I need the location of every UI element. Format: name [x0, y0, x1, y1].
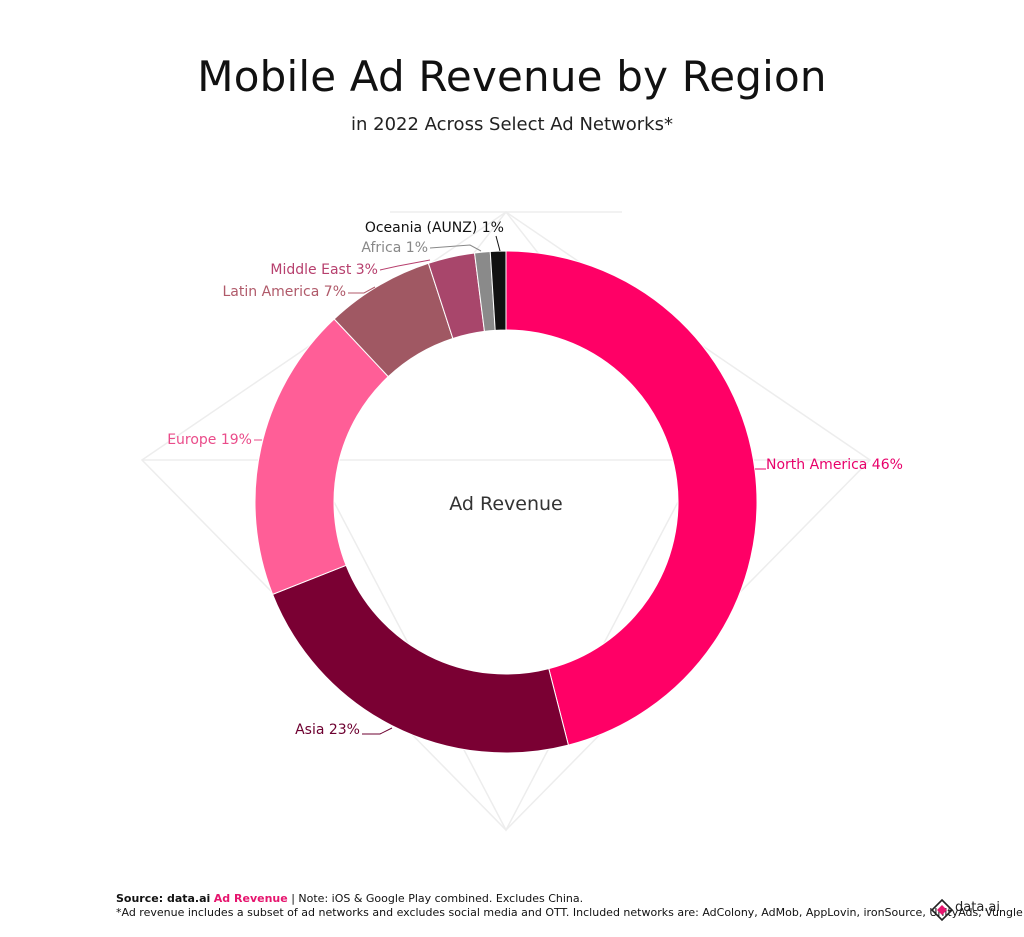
footnote: *Ad revenue includes a subset of ad netw…	[116, 906, 1023, 919]
chart-subtitle: in 2022 Across Select Ad Networks*	[351, 114, 673, 135]
slice-asia	[271, 564, 570, 754]
slice-label-europe: Europe 19%	[167, 432, 252, 448]
chart-title: Mobile Ad Revenue by Region	[197, 52, 827, 101]
source-line: Source: data.ai Ad Revenue | Note: iOS &…	[116, 892, 986, 906]
data-ai-logo-icon	[930, 898, 954, 922]
source-link[interactable]: Ad Revenue	[213, 892, 288, 905]
slice-oceania-aunz	[489, 250, 507, 331]
leader-line-oceania-aunz	[495, 235, 501, 252]
source-note: | Note: iOS & Google Play combined. Excl…	[287, 892, 584, 905]
leader-line-middle-east	[379, 259, 431, 271]
slice-label-oceania-aunz: Oceania (AUNZ) 1%	[365, 220, 504, 236]
slice-label-middle-east: Middle East 3%	[270, 262, 378, 278]
footer: Source: data.ai Ad Revenue | Note: iOS &…	[116, 892, 1023, 920]
slice-north-america	[505, 250, 758, 746]
slice-europe	[254, 318, 389, 596]
slice-label-north-america: North America 46%	[766, 457, 903, 473]
donut-chart: North America 46% Asia 23% Europe 19% Latin…	[140, 210, 903, 832]
leader-line-asia	[362, 727, 393, 735]
slice-label-asia: Asia 23%	[295, 722, 360, 738]
leader-line-africa	[429, 244, 482, 252]
leader-line-latin-america	[348, 286, 376, 294]
logo-text: data.ai	[955, 900, 1000, 915]
source-prefix: Source: data.ai	[116, 892, 211, 905]
donut-center-label: Ad Revenue	[449, 493, 563, 515]
slice-label-latin-america: Latin America 7%	[223, 284, 347, 300]
slice-label-africa: Africa 1%	[361, 240, 428, 256]
